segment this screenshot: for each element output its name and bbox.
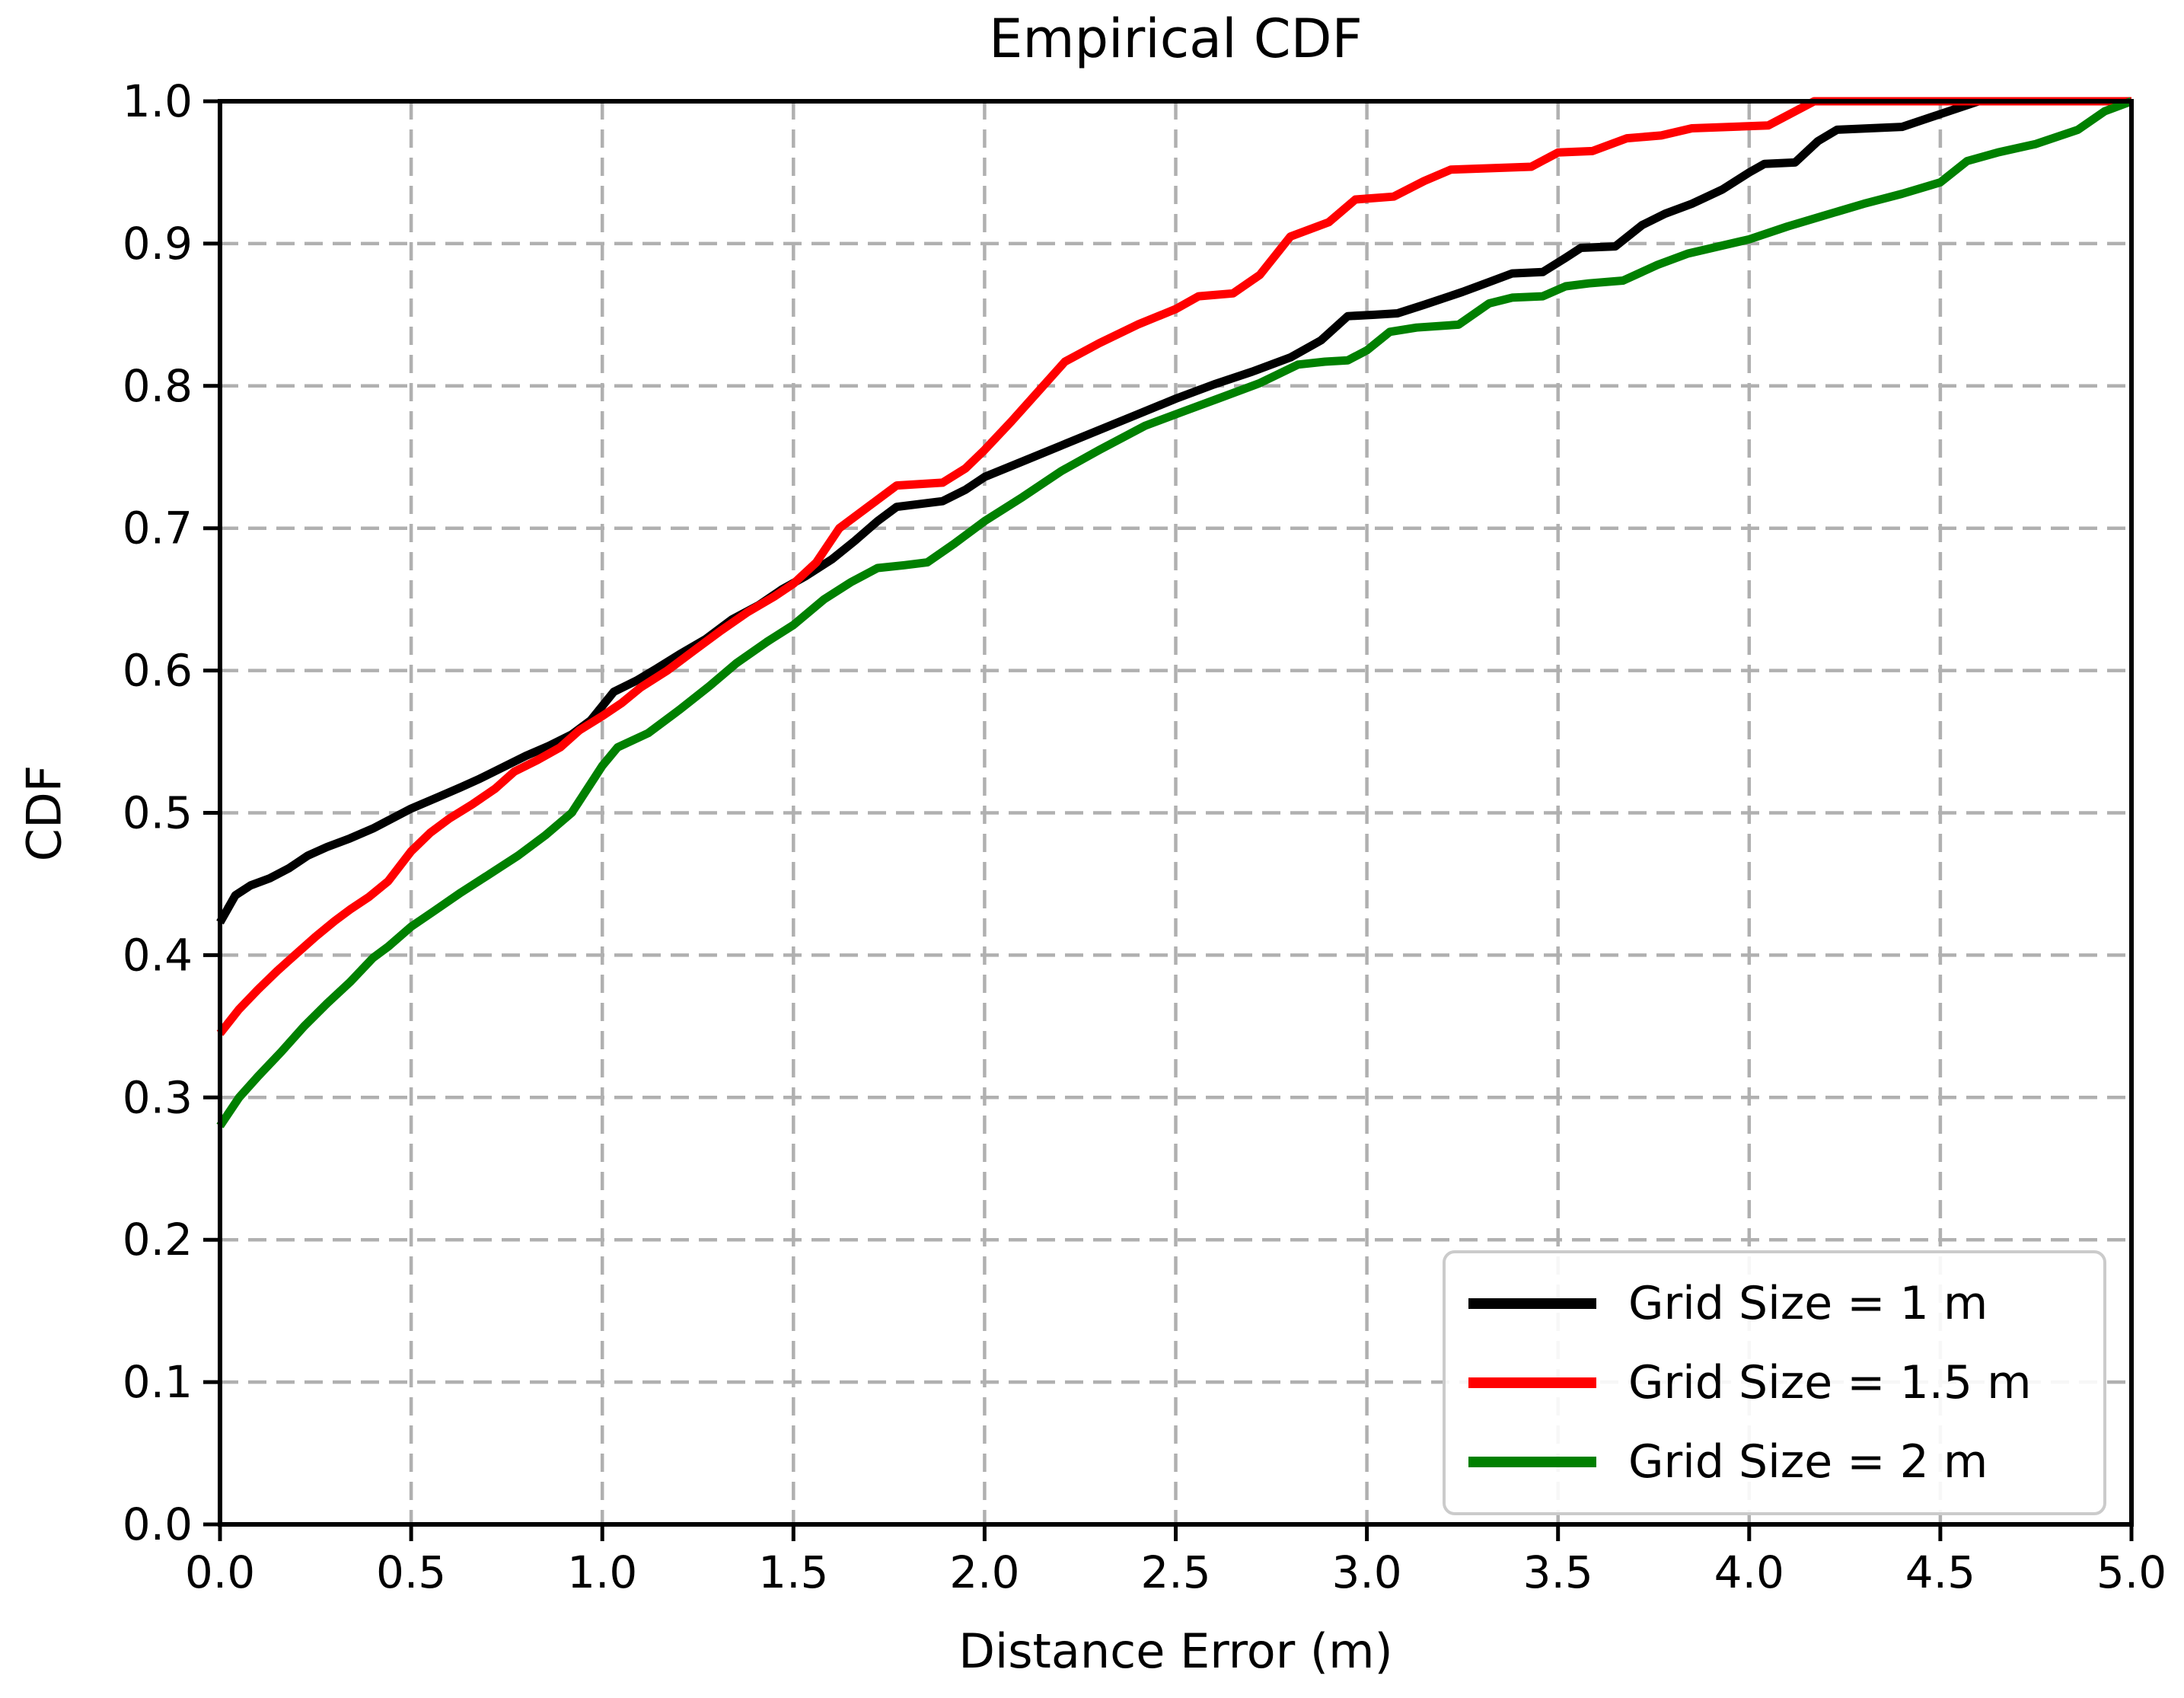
legend-line-swatch-green [1468,1457,1596,1467]
x-tick-label: 4.0 [1714,1546,1784,1598]
x-tick-label: 3.5 [1523,1546,1593,1598]
legend-entry: Grid Size = 1.5 m [1468,1356,2080,1409]
legend-label: Grid Size = 1.5 m [1628,1356,2032,1409]
y-tick-label: 0.1 [123,1356,193,1408]
x-tick-label: 5.0 [2096,1546,2166,1598]
y-tick-label: 0.3 [123,1071,193,1123]
legend-line-swatch-black [1468,1298,1596,1309]
curve-grid-size-2-m [216,97,2133,1128]
x-tick-label: 0.5 [376,1546,446,1598]
x-tick-label: 4.5 [1905,1546,1975,1598]
y-tick-label: 0.9 [123,218,193,270]
x-tick-label: 1.5 [758,1546,828,1598]
x-tick-label: 0.0 [185,1546,255,1598]
y-tick-label: 1.0 [123,75,193,127]
y-tick-label: 0.6 [123,645,193,697]
y-tick-label: 0.5 [123,787,193,839]
x-tick-label: 2.5 [1140,1546,1210,1598]
y-tick-label: 0.4 [123,929,193,981]
legend-label: Grid Size = 1 m [1628,1277,1988,1330]
y-tick-label: 0.7 [123,503,193,554]
y-tick-label: 0.0 [123,1499,193,1550]
legend-line-swatch-red [1468,1377,1596,1388]
y-tick-label: 0.2 [123,1214,193,1266]
x-tick-label: 3.0 [1331,1546,1401,1598]
curve-grid-size-1-m [216,97,2131,925]
chart-title: Empirical CDF [989,8,1363,70]
legend-entry: Grid Size = 2 m [1468,1435,2080,1489]
x-tick-label: 1.0 [567,1546,637,1598]
y-axis-label: CDF [16,764,72,862]
y-tick-label: 0.8 [123,360,193,412]
curve-grid-size-1-5-m [216,97,2131,1036]
legend-label: Grid Size = 2 m [1628,1435,1988,1489]
x-tick-label: 2.0 [949,1546,1019,1598]
x-axis-label: Distance Error (m) [958,1623,1393,1679]
legend: Grid Size = 1 m Grid Size = 1.5 m Grid S… [1443,1250,2106,1515]
legend-entry: Grid Size = 1 m [1468,1277,2080,1330]
